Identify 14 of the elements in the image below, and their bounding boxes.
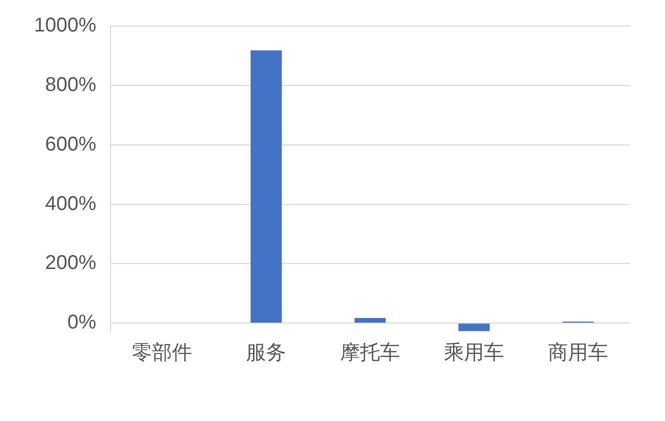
y-tick-label: 800% (45, 74, 96, 96)
x-tick-label: 乘用车 (444, 340, 504, 364)
y-tick-label: 200% (45, 252, 96, 274)
x-tick-label: 摩托车 (340, 340, 400, 364)
y-tick-label: 600% (45, 133, 96, 156)
bar (250, 50, 282, 323)
x-tick-label: 商用车 (548, 340, 608, 364)
bar (458, 324, 490, 332)
y-tick-label: 400% (45, 192, 96, 215)
bar (354, 318, 386, 323)
x-tick-label: 零部件 (132, 340, 192, 364)
y-tick-label: 0% (67, 312, 96, 334)
x-tick-label: 服务 (246, 340, 286, 364)
y-tick-label: 1000% (34, 14, 96, 37)
